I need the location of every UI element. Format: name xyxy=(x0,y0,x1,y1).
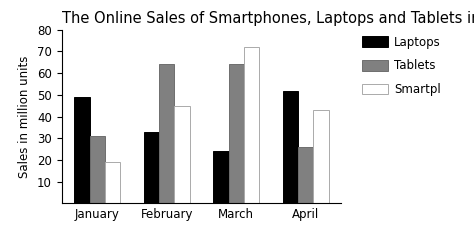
Bar xyxy=(213,151,228,203)
Bar xyxy=(74,97,90,203)
Bar xyxy=(283,91,298,203)
Bar xyxy=(105,162,120,203)
Bar xyxy=(228,64,244,203)
Bar xyxy=(90,136,105,203)
Legend: Laptops, Tablets, Smartpl: Laptops, Tablets, Smartpl xyxy=(358,32,444,99)
Bar xyxy=(174,106,190,203)
Text: The Online Sales of Smartphones, Laptops and Tablets in the First Quarter o: The Online Sales of Smartphones, Laptops… xyxy=(62,11,474,26)
Bar xyxy=(244,47,259,203)
Bar xyxy=(298,147,313,203)
Bar xyxy=(159,64,174,203)
Bar xyxy=(313,110,328,203)
Bar xyxy=(144,132,159,203)
Y-axis label: Sales in million units: Sales in million units xyxy=(18,55,31,178)
